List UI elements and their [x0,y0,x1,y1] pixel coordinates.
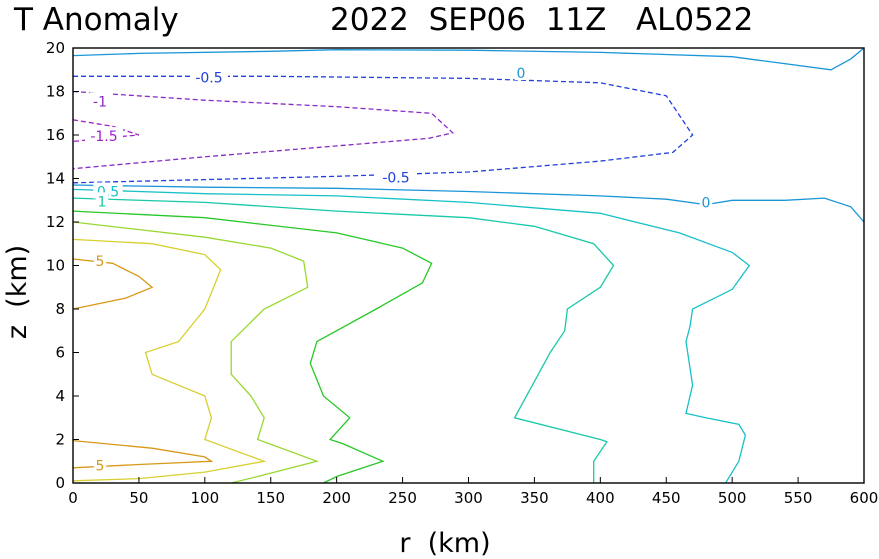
contour-label: -1.5 [90,129,117,145]
contour-line-10 [72,238,267,482]
x-tick-label: 250 [388,489,417,507]
contour-line-1 [72,75,694,184]
contour-label-bg [699,193,713,210]
contour-label-bg [190,68,228,85]
x-tick-label: 0 [68,489,78,507]
y-tick-label: 0 [55,474,65,492]
contour-label-bg [93,456,107,473]
x-tick-label: 100 [191,489,220,507]
y-tick-label: 16 [46,126,65,144]
x-tick-label: 300 [454,489,483,507]
contour-line-7 [72,197,615,483]
x-tick-label: 50 [129,489,148,507]
contour-label-bg [514,64,528,81]
y-tick-label: 10 [46,257,65,275]
y-tick-label: 8 [55,300,65,318]
contour-label: 0 [702,195,711,211]
contour-label-bg [93,252,107,269]
contour-label: 1 [98,194,107,210]
contour-labels: 0-0.5-0.5-1-1.500.5155 [85,64,713,475]
x-tick-label: 550 [784,489,813,507]
x-tick-label: 500 [718,489,747,507]
contour-lines [72,47,865,484]
contour-label: 0 [517,66,526,82]
y-tick-label: 20 [46,39,65,57]
y-tick-label: 14 [46,170,65,188]
contour-label-bg [85,127,123,144]
contour-label: -0.5 [195,70,222,86]
contour-label-bg [377,168,415,185]
contour-label: 5 [96,254,105,270]
contour-line-8 [72,210,433,484]
contour-line-3 [72,90,455,170]
y-tick-label: 2 [55,431,65,449]
x-tick-label: 400 [586,489,615,507]
contour-line-5 [72,184,865,223]
y-axis-label: z (km) [2,245,33,339]
contour-line-6 [72,188,751,484]
y-tick-label: 12 [46,213,65,231]
x-tick-label: 450 [652,489,681,507]
contour-line-0 [72,47,865,71]
y-tick-label: 6 [55,344,65,362]
x-tick-label: 200 [322,489,351,507]
contour-label: -0.5 [382,170,409,186]
y-tick-label: 18 [46,83,65,101]
y-axis-ticks: 0 2 4 6 8 10 12 14 16 18 20 [46,39,79,492]
chart-title-left: T Anomaly [13,2,179,38]
x-tick-label: 150 [256,489,285,507]
contour-label: 5 [96,459,105,475]
contour-line-12 [72,439,214,469]
chart-title-right: 2022 SEP06 11Z AL0522 [330,2,753,38]
contour-line-9 [72,221,320,484]
x-axis-label: r (km) [399,528,490,559]
contour-label: -1 [93,94,107,110]
x-axis-ticks: 0 50 100 150 200 250 300 350 400 450 500 550 600 [68,477,878,507]
contour-label-bg [89,92,111,109]
y-tick-label: 4 [55,387,65,405]
contour-label-bg [95,192,109,209]
x-tick-label: 350 [520,489,549,507]
x-tick-label: 600 [850,489,879,507]
